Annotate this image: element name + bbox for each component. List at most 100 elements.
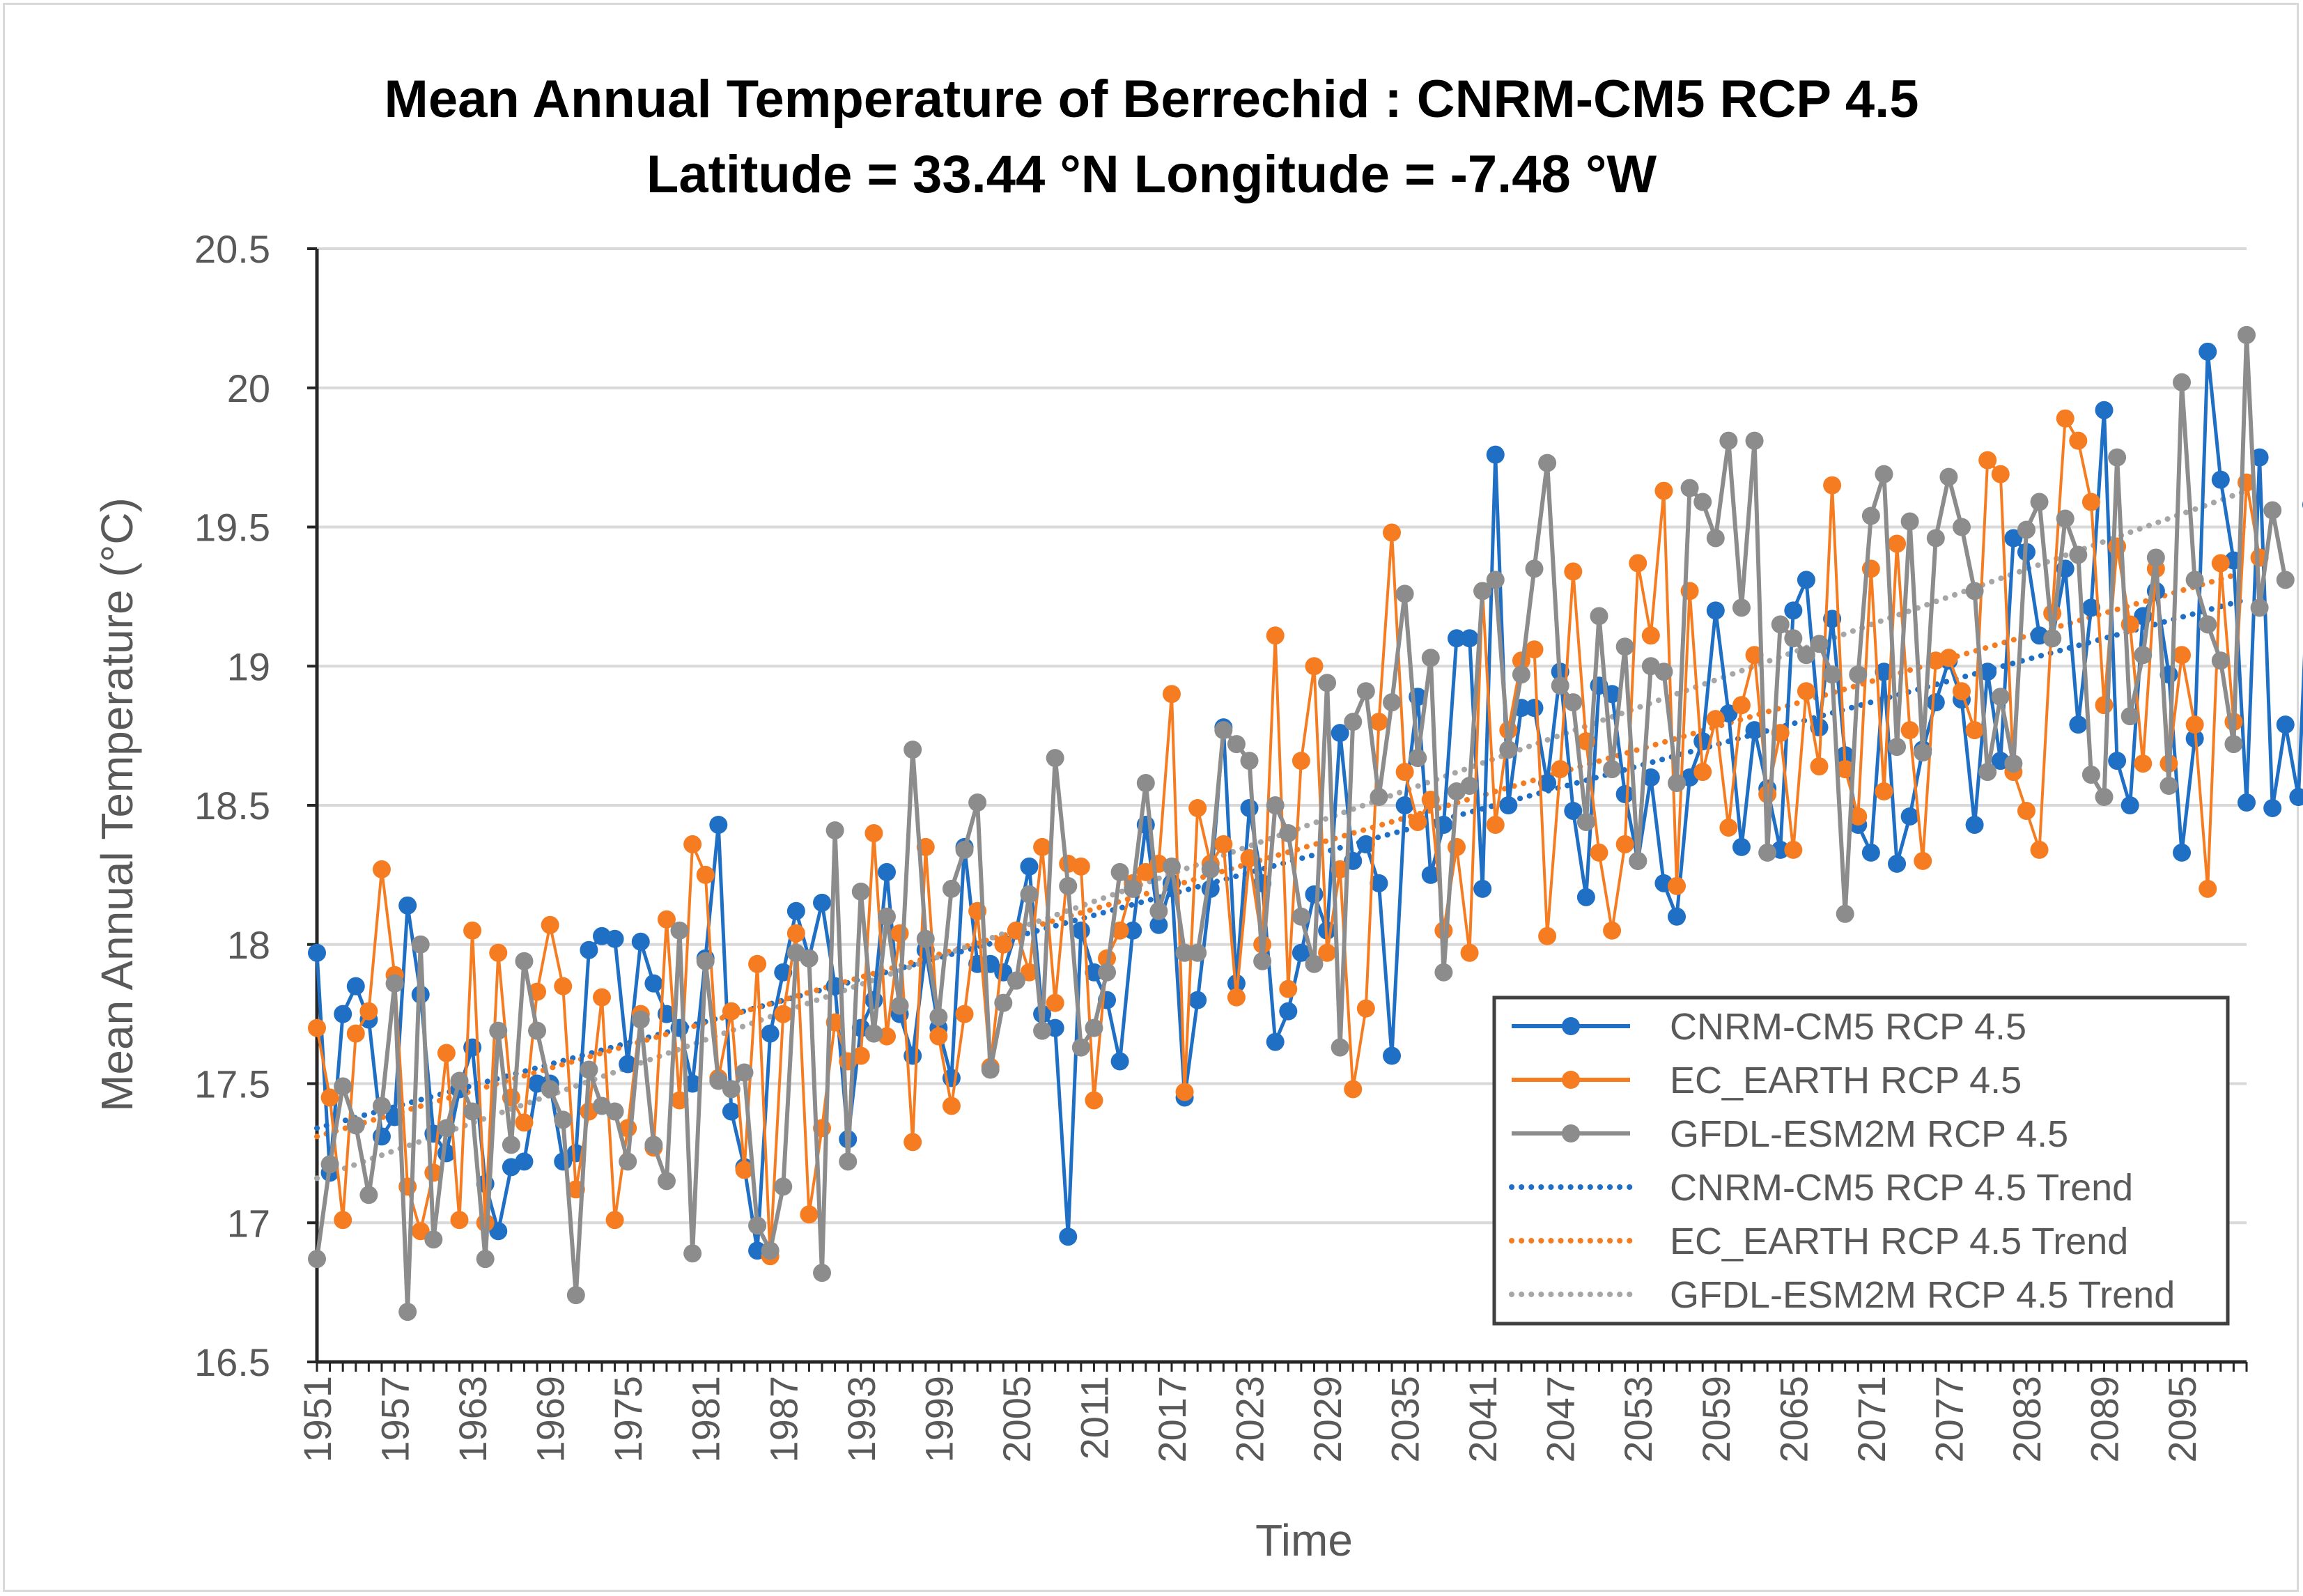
ec-earth-rcp-4-5-point (904, 1133, 922, 1152)
ec-earth-rcp-4-5-point (1888, 534, 1907, 553)
gfdl-esm2m-rcp-4-5-point (1512, 665, 1530, 684)
gfdl-esm2m-rcp-4-5-point (1849, 665, 1868, 684)
cnrm-cm5-rcp-4-5-point (1875, 663, 1893, 681)
cnrm-cm5-rcp-4-5-point (774, 963, 793, 982)
cnrm-cm5-rcp-4-5-point (1810, 718, 1829, 737)
x-tick-label: 1999 (917, 1376, 961, 1463)
ec-earth-rcp-4-5-point (657, 910, 676, 929)
y-tick-label: 19.5 (194, 506, 270, 550)
ec-earth-rcp-4-5-point (2173, 646, 2192, 665)
gfdl-esm2m-rcp-4-5-point (515, 952, 534, 970)
gfdl-esm2m-rcp-4-5-point (2069, 545, 2088, 564)
gfdl-esm2m-rcp-4-5-point (1395, 584, 1414, 603)
ec-earth-rcp-4-5-point (2185, 715, 2204, 734)
gfdl-esm2m-rcp-4-5-point (1201, 860, 1220, 878)
gfdl-esm2m-rcp-4-5-point (904, 741, 922, 759)
gfdl-esm2m-rcp-4-5-point (851, 882, 870, 901)
gfdl-esm2m-rcp-4-5-point (334, 1077, 352, 1096)
x-tick-label: 1981 (684, 1376, 728, 1463)
ec-earth-rcp-4-5-point (1085, 1091, 1103, 1110)
ec-earth-rcp-4-5-point (955, 1005, 974, 1023)
gfdl-esm2m-rcp-4-5-point (1499, 741, 1518, 759)
gfdl-esm2m-rcp-4-5-point (864, 1024, 883, 1043)
gfdl-esm2m-rcp-4-5-point (1797, 646, 1815, 665)
series-group (308, 325, 2303, 1322)
gfdl-esm2m-rcp-4-5-point (1383, 693, 1402, 712)
ec-earth-rcp-4-5-point (1356, 999, 1375, 1018)
gfdl-esm2m-rcp-4-5-point (2108, 448, 2127, 467)
ec-earth-rcp-4-5-point (1020, 963, 1039, 982)
cnrm-cm5-rcp-4-5-point (1745, 721, 1764, 740)
ec-earth-rcp-4-5-point (1110, 921, 1129, 940)
cnrm-cm5-rcp-4-5-point (631, 932, 650, 951)
cnrm-cm5-rcp-4-5-point (2211, 470, 2230, 489)
gfdl-esm2m-rcp-4-5-point (1020, 885, 1039, 904)
gfdl-esm2m-rcp-4-5-point (1629, 851, 1647, 870)
gfdl-esm2m-rcp-4-5-point (1318, 674, 1337, 692)
gfdl-esm2m-rcp-4-5-point (619, 1152, 637, 1171)
ec-earth-rcp-4-5-point (1279, 979, 1298, 998)
gfdl-esm2m-rcp-4-5-point (1888, 738, 1907, 757)
cnrm-cm5-rcp-4-5-point (515, 1152, 534, 1171)
ec-earth-rcp-4-5-point (890, 924, 909, 943)
gfdl-esm2m-rcp-4-5-point (2081, 766, 2100, 784)
gfdl-esm2m-rcp-4-5-point (1861, 506, 1880, 525)
gfdl-esm2m-rcp-4-5-point (1668, 774, 1686, 793)
x-tick-label: 2035 (1383, 1376, 1427, 1463)
gfdl-esm2m-rcp-4-5-point (631, 1010, 650, 1029)
ec-earth-rcp-4-5-point (1900, 721, 1919, 740)
gfdl-esm2m-rcp-4-5-point (1654, 663, 1673, 681)
cnrm-cm5-rcp-4-5-point (346, 977, 365, 995)
gfdl-esm2m-rcp-4-5-point (1033, 1021, 1052, 1040)
cnrm-cm5-rcp-4-5-point (1888, 854, 1907, 873)
x-tick-label: 2047 (1539, 1376, 1583, 1463)
gfdl-esm2m-rcp-4-5-point (476, 1250, 495, 1269)
ec-earth-rcp-4-5-point (1266, 626, 1285, 645)
gfdl-esm2m-rcp-4-5-point (735, 1063, 754, 1082)
gfdl-esm2m-rcp-4-5-point (942, 879, 961, 898)
cnrm-cm5-rcp-4-5-point (619, 1055, 637, 1074)
cnrm-cm5-rcp-4-5-point (1499, 796, 1518, 814)
legend-label: GFDL-ESM2M RCP 4.5 (1670, 1113, 2068, 1155)
gfdl-esm2m-rcp-4-5-point (1551, 676, 1569, 695)
cnrm-cm5-rcp-4-5-point (605, 929, 624, 948)
gfdl-esm2m-rcp-4-5-point (359, 1186, 378, 1204)
gfdl-esm2m-rcp-4-5-point (670, 921, 689, 940)
gfdl-esm2m-rcp-4-5-point (1253, 952, 1272, 970)
gfdl-esm2m-rcp-4-5-point (1758, 843, 1777, 862)
cnrm-cm5-rcp-4-5-point (1383, 1046, 1402, 1065)
gfdl-esm2m-rcp-4-5-point (825, 821, 844, 839)
gfdl-esm2m-rcp-4-5-point (1680, 479, 1699, 497)
cnrm-cm5-rcp-4-5-point (334, 1005, 352, 1023)
gfdl-esm2m-rcp-4-5-point (929, 1007, 948, 1026)
gfdl-esm2m-rcp-4-5-point (450, 1071, 469, 1090)
gfdl-esm2m-rcp-4-5-point (566, 1286, 585, 1305)
gfdl-esm2m-rcp-4-5-point (398, 1303, 417, 1322)
cnrm-cm5-rcp-4-5-point (2199, 342, 2217, 361)
cnrm-cm5-rcp-4-5-point (2095, 401, 2114, 419)
ec-earth-rcp-4-5-point (1797, 682, 1815, 701)
gfdl-esm2m-rcp-4-5-point (890, 996, 909, 1015)
ec-earth-rcp-4-5-point (1629, 554, 1647, 573)
gfdl-esm2m-rcp-4-5-point (1771, 615, 1790, 634)
gfdl-esm2m-rcp-4-5-point (1059, 876, 1078, 895)
ec-earth-rcp-4-5-point (1395, 763, 1414, 782)
gfdl-esm2m-rcp-4-5-point (683, 1244, 702, 1263)
ec-earth-rcp-4-5-point (489, 943, 508, 962)
gfdl-esm2m-rcp-4-5-point (800, 949, 819, 968)
ec-earth-rcp-4-5-point (1227, 988, 1246, 1007)
cnrm-cm5-rcp-4-5-point (1071, 921, 1090, 940)
x-tick-label: 2065 (1771, 1376, 1815, 1463)
ec-earth-rcp-4-5-point (2199, 879, 2217, 898)
gfdl-esm2m-rcp-4-5-point (2159, 777, 2178, 796)
y-tick-label: 17 (227, 1201, 270, 1245)
gfdl-esm2m-rcp-4-5-point (1421, 649, 1440, 667)
y-tick-label: 20.5 (194, 227, 270, 271)
gfdl-esm2m-rcp-4-5-point (1823, 665, 1842, 684)
ec-earth-rcp-4-5-point (1460, 943, 1479, 962)
y-tick-label: 20 (227, 366, 270, 410)
x-tick-label: 1975 (606, 1376, 650, 1463)
gfdl-esm2m-rcp-4-5-point (437, 1119, 456, 1138)
ec-earth-rcp-4-5-point (541, 915, 559, 934)
x-tick-label: 1951 (295, 1376, 339, 1463)
